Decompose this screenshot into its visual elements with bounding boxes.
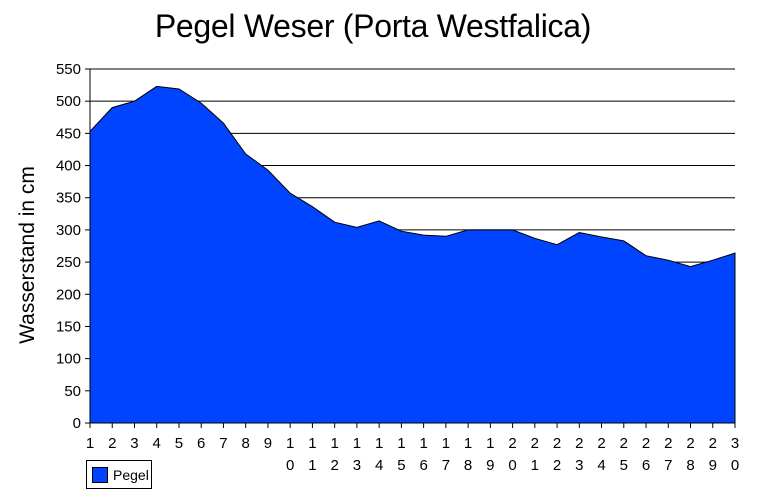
x-tick-label: 1 <box>397 435 405 452</box>
x-tick-label: 7 <box>219 435 227 452</box>
y-tick-label: 550 <box>56 61 81 78</box>
x-tick-label: 2 <box>642 435 650 452</box>
x-tick-label: 1 <box>353 435 361 452</box>
x-tick-label: 2 <box>597 435 605 452</box>
x-tick-label: 1 <box>419 435 427 452</box>
x-tick-label: 2 <box>553 435 561 452</box>
x-tick-label: 3 <box>353 457 361 474</box>
x-tick-label: 9 <box>264 435 272 452</box>
x-tick-label: 0 <box>286 457 294 474</box>
x-tick-label: 1 <box>486 435 494 452</box>
x-tick-label: 0 <box>508 457 516 474</box>
x-tick-label: 6 <box>419 457 427 474</box>
y-tick-label: 250 <box>56 254 81 271</box>
legend-swatch <box>92 466 108 483</box>
x-tick-label: 1 <box>86 435 94 452</box>
x-tick-label: 7 <box>664 457 672 474</box>
x-tick-label: 8 <box>242 435 250 452</box>
x-tick-label: 2 <box>575 435 583 452</box>
y-tick-label: 300 <box>56 222 81 239</box>
x-tick-label: 3 <box>575 457 583 474</box>
x-tick-label: 2 <box>330 457 338 474</box>
x-tick-label: 2 <box>531 435 539 452</box>
x-tick-label: 5 <box>175 435 183 452</box>
x-tick-label: 4 <box>153 435 161 452</box>
y-tick-label: 150 <box>56 318 81 335</box>
x-tick-label: 6 <box>642 457 650 474</box>
y-tick-label: 450 <box>56 125 81 142</box>
x-tick-label: 9 <box>486 457 494 474</box>
x-tick-label: 2 <box>686 435 694 452</box>
x-tick-label: 2 <box>108 435 116 452</box>
x-tick-label: 5 <box>620 457 628 474</box>
y-tick-label: 500 <box>56 93 81 110</box>
x-tick-label: 5 <box>397 457 405 474</box>
x-tick-label: 1 <box>308 457 316 474</box>
x-tick-label: 9 <box>709 457 717 474</box>
x-tick-label: 1 <box>286 435 294 452</box>
chart-title: Pegel Weser (Porta Westfalica) <box>154 8 592 44</box>
x-tick-label: 2 <box>620 435 628 452</box>
x-tick-label: 2 <box>553 457 561 474</box>
x-tick-label: 3 <box>130 435 138 452</box>
x-tick-label: 8 <box>686 457 694 474</box>
x-tick-label: 1 <box>308 435 316 452</box>
x-tick-label: 7 <box>442 457 450 474</box>
x-tick-label: 0 <box>731 457 739 474</box>
x-tick-label: 2 <box>664 435 672 452</box>
x-tick-label: 3 <box>731 435 739 452</box>
x-tick-label: 4 <box>597 457 605 474</box>
y-tick-label: 0 <box>73 415 81 432</box>
y-tick-label: 50 <box>64 383 81 400</box>
x-tick-label: 1 <box>464 435 472 452</box>
y-tick-label: 400 <box>56 158 81 175</box>
x-tick-label: 1 <box>375 435 383 452</box>
y-tick-label: 200 <box>56 286 81 303</box>
legend: Pegel <box>86 460 152 489</box>
x-tick-label: 1 <box>531 457 539 474</box>
y-tick-label: 100 <box>56 351 81 368</box>
y-tick-label: 350 <box>56 190 81 207</box>
x-tick-label: 1 <box>330 435 338 452</box>
area-series-pegel <box>89 85 736 424</box>
x-tick-label: 1 <box>442 435 450 452</box>
x-tick-label: 4 <box>375 457 383 474</box>
x-tick-label: 2 <box>508 435 516 452</box>
legend-label: Pegel <box>113 466 149 483</box>
x-tick-label: 2 <box>709 435 717 452</box>
x-tick-label: 6 <box>197 435 205 452</box>
x-tick-label: 8 <box>464 457 472 474</box>
